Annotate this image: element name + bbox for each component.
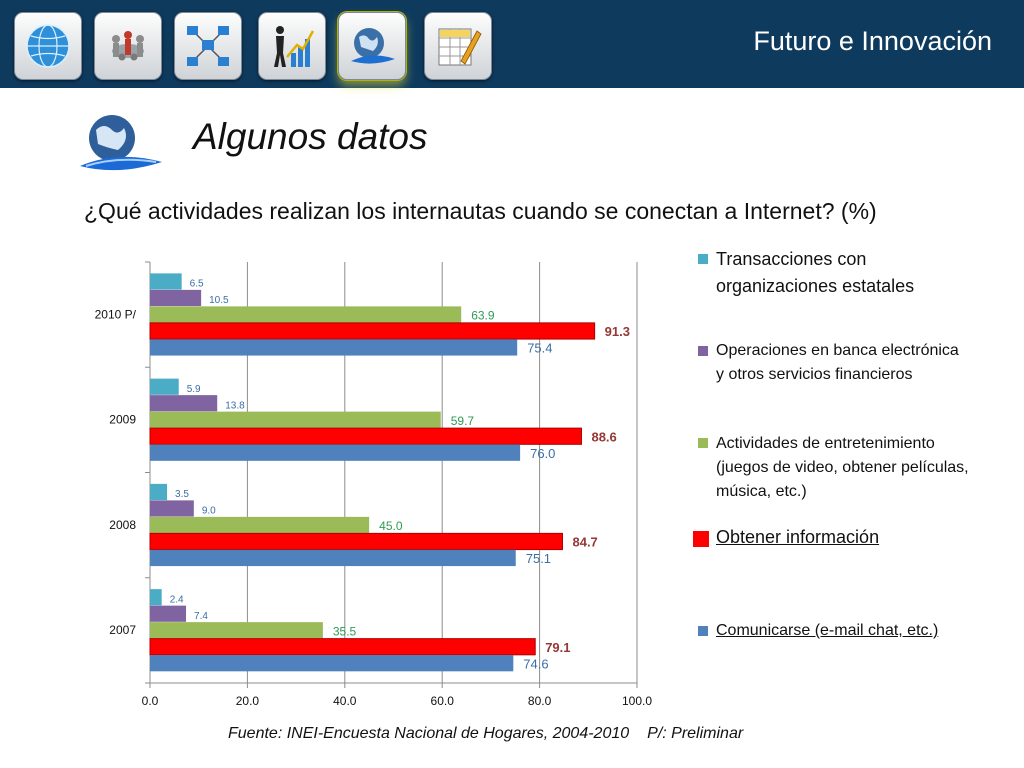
y-category-label: 2008	[109, 518, 136, 532]
bar	[150, 273, 182, 290]
bar-value-label: 6.5	[190, 279, 204, 290]
header-bar: Futuro e Innovación	[0, 0, 1024, 88]
legend-swatch-comunicarse	[698, 626, 708, 636]
bar-value-label: 75.4	[527, 341, 552, 356]
legend-label-entretenimiento: Actividades de entretenimiento (juegos d…	[716, 435, 969, 500]
bar-value-label: 9.0	[202, 506, 216, 517]
x-tick-label: 60.0	[431, 694, 455, 708]
source-note: Fuente: INEI-Encuesta Nacional de Hogare…	[228, 725, 743, 743]
bar	[150, 655, 514, 672]
bar	[150, 411, 441, 428]
nav-button-people[interactable]	[94, 12, 162, 80]
nav-button-spreadsheet[interactable]	[424, 12, 492, 80]
bar-value-label: 84.7	[572, 535, 597, 550]
bar-value-label: 79.1	[545, 640, 570, 655]
bar-value-label: 2.4	[170, 594, 184, 605]
people-meeting-icon	[112, 31, 144, 61]
bar	[150, 483, 168, 501]
bar-value-label: 76.0	[530, 446, 555, 461]
y-category-label: 2009	[109, 413, 136, 427]
bar	[150, 549, 516, 567]
bar-value-label: 13.8	[225, 400, 245, 411]
bar	[149, 532, 563, 551]
chart-question: ¿Qué actividades realizan los internauta…	[84, 198, 877, 224]
slide-title: Algunos datos	[193, 116, 428, 157]
bar	[150, 589, 162, 606]
bar-value-label: 3.5	[175, 489, 189, 500]
globe-network-icon	[26, 24, 70, 68]
bar-value-label: 74.6	[523, 656, 548, 671]
bar	[149, 322, 596, 340]
bar	[150, 605, 187, 622]
source-text: Fuente: INEI-Encuesta Nacional de Hogare…	[228, 725, 630, 742]
bar	[150, 395, 218, 412]
nav-button-globe-swoosh[interactable]	[338, 12, 406, 80]
x-tick-label: 20.0	[236, 694, 260, 708]
nav-button-network[interactable]	[174, 12, 242, 80]
bar-value-label: 75.1	[526, 551, 551, 566]
x-tick-label: 100.0	[622, 694, 652, 708]
preliminary-note: P/: Preliminar	[647, 725, 744, 742]
bar-value-label: 45.0	[379, 519, 403, 533]
globe-swoosh-icon	[80, 115, 162, 171]
y-category-label: 2010 P/	[95, 307, 137, 321]
header-title: Futuro e Innovación	[753, 26, 992, 56]
legend-swatch-informacion	[693, 531, 709, 547]
globe-swoosh-icon	[351, 28, 395, 64]
bar-value-label: 5.9	[187, 384, 201, 395]
x-tick-label: 0.0	[142, 694, 159, 708]
growth-chart-icon	[274, 26, 315, 67]
bar-value-label: 91.3	[605, 324, 630, 339]
bar	[149, 638, 536, 656]
computer-network-icon	[187, 26, 229, 66]
bar	[150, 339, 518, 356]
bar	[150, 378, 179, 395]
bar	[150, 500, 194, 517]
x-tick-label: 80.0	[528, 694, 552, 708]
spreadsheet-edit-icon	[438, 28, 482, 66]
legend-label-transacciones: Transacciones con organizaciones estatal…	[716, 249, 915, 296]
bar	[150, 622, 323, 639]
bar-value-label: 88.6	[591, 429, 616, 444]
legend-swatch-transacciones	[698, 254, 708, 264]
legend-label-informacion: Obtener información	[716, 527, 880, 547]
bar-value-label: 63.9	[471, 309, 495, 323]
nav-button-growth[interactable]	[258, 12, 326, 80]
bar	[150, 306, 462, 323]
legend-label-comunicarse: Comunicarse (e-mail chat, etc.)	[716, 622, 939, 639]
bar	[150, 289, 202, 307]
nav-button-globe[interactable]	[14, 12, 82, 80]
y-category-label: 2007	[109, 623, 136, 637]
bar	[150, 516, 370, 534]
x-tick-label: 40.0	[333, 694, 357, 708]
legend-swatch-banca	[698, 346, 708, 356]
legend-label-banca: Operaciones en banca electrónica y otros…	[716, 342, 959, 383]
legend-swatch-entretenimiento	[698, 438, 708, 448]
bar-value-label: 7.4	[194, 611, 208, 622]
bar-value-label: 10.5	[209, 295, 229, 306]
bar-value-label: 59.7	[451, 414, 475, 428]
bar	[149, 427, 582, 445]
bar-value-label: 35.5	[333, 624, 357, 638]
bar	[150, 444, 521, 461]
